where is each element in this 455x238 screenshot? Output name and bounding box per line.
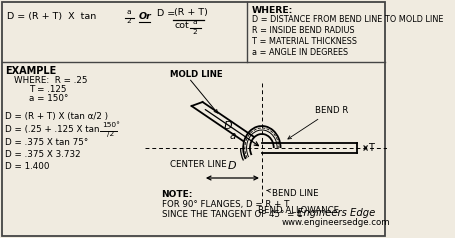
Text: a: a [126, 9, 131, 15]
Text: D = .375 X tan 75°: D = .375 X tan 75° [5, 138, 88, 147]
Text: 2: 2 [192, 29, 197, 35]
Text: cot: cot [174, 21, 189, 30]
Text: D: D [228, 161, 237, 171]
Text: SINCE THE TANGENT OF 45° = 1: SINCE THE TANGENT OF 45° = 1 [162, 210, 302, 219]
Text: FOR 90° FLANGES, D = R + T: FOR 90° FLANGES, D = R + T [162, 200, 289, 209]
Text: WHERE:: WHERE: [252, 6, 293, 15]
Text: D = (R + T) X (tan α/2 ): D = (R + T) X (tan α/2 ) [5, 112, 108, 121]
Text: EXAMPLE: EXAMPLE [5, 66, 56, 76]
Text: www.engineersedge.com: www.engineersedge.com [282, 218, 390, 227]
Text: Engineers Edge: Engineers Edge [297, 208, 375, 218]
Text: /2: /2 [107, 131, 114, 137]
Text: NOTE:: NOTE: [162, 190, 193, 199]
Text: D = .375 X 3.732: D = .375 X 3.732 [5, 150, 81, 159]
Text: D =: D = [157, 9, 176, 18]
Text: a = ANGLE IN DEGREES: a = ANGLE IN DEGREES [252, 48, 348, 57]
Text: a = 150°: a = 150° [29, 94, 68, 103]
Text: 150°: 150° [102, 122, 120, 128]
Text: D = (R + T)  X  tan: D = (R + T) X tan [7, 12, 96, 21]
Text: a: a [230, 131, 236, 141]
Text: BEND LINE: BEND LINE [267, 189, 318, 198]
Text: a: a [192, 19, 197, 25]
Text: R = INSIDE BEND RADIUS: R = INSIDE BEND RADIUS [252, 26, 354, 35]
Text: D = 1.400: D = 1.400 [5, 162, 50, 171]
Text: BEND R: BEND R [288, 106, 348, 139]
Text: 2: 2 [126, 18, 131, 24]
Text: D = DISTANCE FROM BEND LINE TO MOLD LINE: D = DISTANCE FROM BEND LINE TO MOLD LINE [252, 15, 443, 24]
Text: CENTER LINE: CENTER LINE [170, 160, 227, 169]
Text: T = .125: T = .125 [29, 85, 66, 94]
Text: T: T [368, 143, 374, 153]
Text: Or: Or [139, 12, 152, 21]
Text: (R + T): (R + T) [174, 8, 208, 17]
Text: BEND ALLOWANCE: BEND ALLOWANCE [258, 206, 339, 215]
Text: D = (.25 + .125 X tan: D = (.25 + .125 X tan [5, 125, 100, 134]
Text: D: D [223, 121, 232, 131]
Text: T = MATERIAL THICKNESS: T = MATERIAL THICKNESS [252, 37, 357, 46]
Text: WHERE:  R = .25: WHERE: R = .25 [14, 76, 87, 85]
Text: MOLD LINE: MOLD LINE [170, 70, 222, 79]
